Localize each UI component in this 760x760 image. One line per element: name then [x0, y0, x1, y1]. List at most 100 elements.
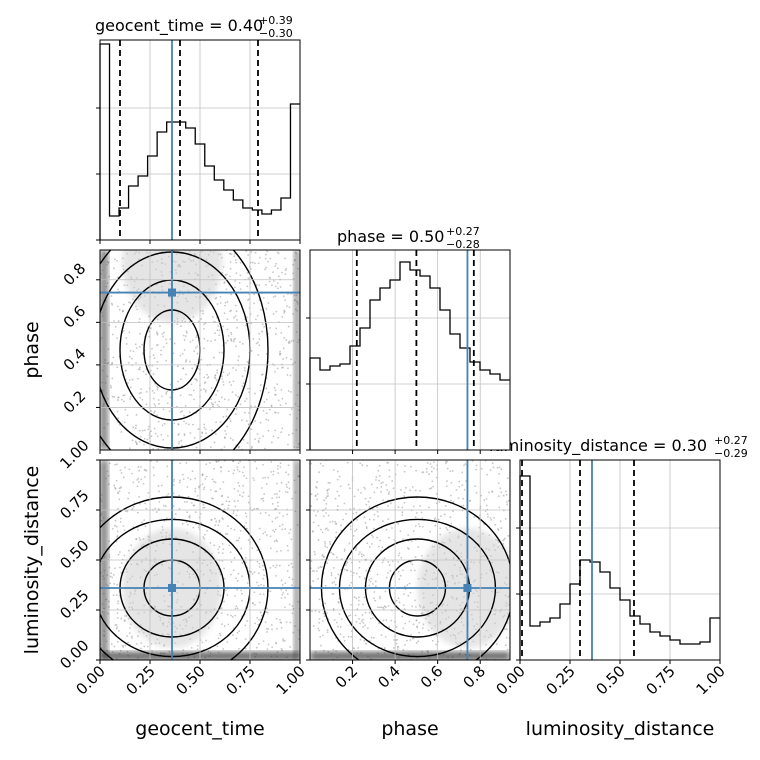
- sample-point: [155, 331, 158, 334]
- sample-point: [127, 549, 130, 552]
- sample-point: [446, 480, 448, 482]
- sample-point: [397, 554, 400, 557]
- sample-point: [215, 520, 218, 523]
- sample-point: [214, 433, 217, 435]
- sample-point: [117, 492, 120, 495]
- sample-point: [265, 307, 268, 310]
- sample-point: [286, 486, 288, 488]
- sample-point: [397, 646, 400, 648]
- sample-point: [138, 392, 141, 395]
- sample-point: [201, 432, 204, 434]
- sample-point: [280, 431, 283, 434]
- sample-point: [392, 487, 395, 490]
- sample-point: [403, 585, 406, 588]
- sample-point: [226, 425, 229, 428]
- sample-point: [397, 560, 400, 563]
- sample-point: [349, 525, 352, 528]
- sample-point: [414, 516, 417, 519]
- hist-panel-phase: [306, 249, 511, 454]
- sample-point: [326, 495, 329, 498]
- sample-point: [348, 542, 351, 545]
- sample-point: [503, 538, 505, 541]
- sample-point: [237, 490, 239, 492]
- sample-point: [401, 511, 404, 514]
- sample-point: [214, 490, 217, 493]
- sample-point: [455, 489, 458, 491]
- sample-point: [378, 622, 380, 625]
- sample-point: [275, 310, 278, 313]
- sample-point: [129, 398, 131, 400]
- sample-point: [311, 570, 314, 573]
- sample-point: [272, 529, 274, 532]
- sample-point: [408, 620, 411, 623]
- sample-point: [289, 284, 292, 287]
- sample-point: [143, 437, 146, 440]
- sample-point: [284, 299, 287, 302]
- sample-point: [243, 525, 246, 527]
- sample-point: [222, 371, 225, 374]
- sample-point: [504, 537, 506, 540]
- sample-point: [258, 538, 261, 541]
- sample-point: [256, 560, 259, 563]
- sample-point: [237, 446, 240, 449]
- sample-point: [254, 405, 256, 408]
- sample-point: [349, 487, 351, 490]
- sample-point: [254, 622, 256, 625]
- sample-point: [421, 517, 424, 519]
- sample-point: [192, 423, 194, 426]
- sample-point: [142, 482, 145, 485]
- sample-point: [203, 382, 206, 385]
- sample-point: [239, 288, 242, 291]
- sample-point: [327, 481, 330, 484]
- sample-point: [395, 626, 398, 628]
- sample-point: [333, 581, 336, 584]
- density-layer: [100, 250, 300, 450]
- sample-point: [326, 631, 329, 634]
- sample-point: [378, 606, 381, 609]
- sample-point: [179, 394, 182, 397]
- sample-point: [265, 387, 268, 390]
- sample-point: [376, 606, 379, 609]
- sample-point: [280, 579, 283, 582]
- sample-point: [114, 463, 116, 466]
- sample-point: [211, 429, 213, 432]
- sample-point: [260, 373, 263, 376]
- sample-point: [127, 497, 130, 500]
- sample-point: [318, 471, 321, 474]
- sample-point: [323, 540, 326, 543]
- sample-point: [348, 584, 351, 587]
- sample-point: [203, 388, 205, 390]
- sample-point: [130, 544, 132, 547]
- sample-point: [381, 546, 384, 549]
- sample-point: [314, 514, 317, 517]
- sample-point: [227, 398, 230, 401]
- sample-point: [269, 547, 272, 550]
- sample-point: [457, 497, 460, 499]
- sample-point: [288, 576, 291, 579]
- sample-point: [317, 539, 320, 541]
- sample-point: [259, 593, 262, 595]
- sample-point: [375, 479, 377, 481]
- sample-point: [153, 411, 156, 414]
- sample-point: [272, 564, 275, 567]
- sample-point: [139, 332, 141, 335]
- sample-point: [288, 532, 291, 535]
- sample-point: [417, 523, 420, 525]
- sample-point: [390, 619, 393, 622]
- sample-point: [273, 280, 275, 282]
- sample-point: [422, 623, 425, 626]
- sample-point: [242, 484, 245, 487]
- sample-point: [247, 254, 250, 256]
- sample-point: [158, 501, 161, 503]
- sample-point: [265, 611, 268, 614]
- sample-point: [241, 375, 244, 378]
- sample-point: [239, 274, 242, 277]
- sample-point: [197, 428, 200, 431]
- sample-point: [191, 367, 194, 370]
- sample-point: [439, 533, 442, 536]
- sample-point: [374, 580, 377, 583]
- sample-point: [256, 341, 259, 344]
- sample-point: [429, 463, 432, 465]
- sample-point: [180, 325, 182, 328]
- sample-point: [229, 551, 232, 554]
